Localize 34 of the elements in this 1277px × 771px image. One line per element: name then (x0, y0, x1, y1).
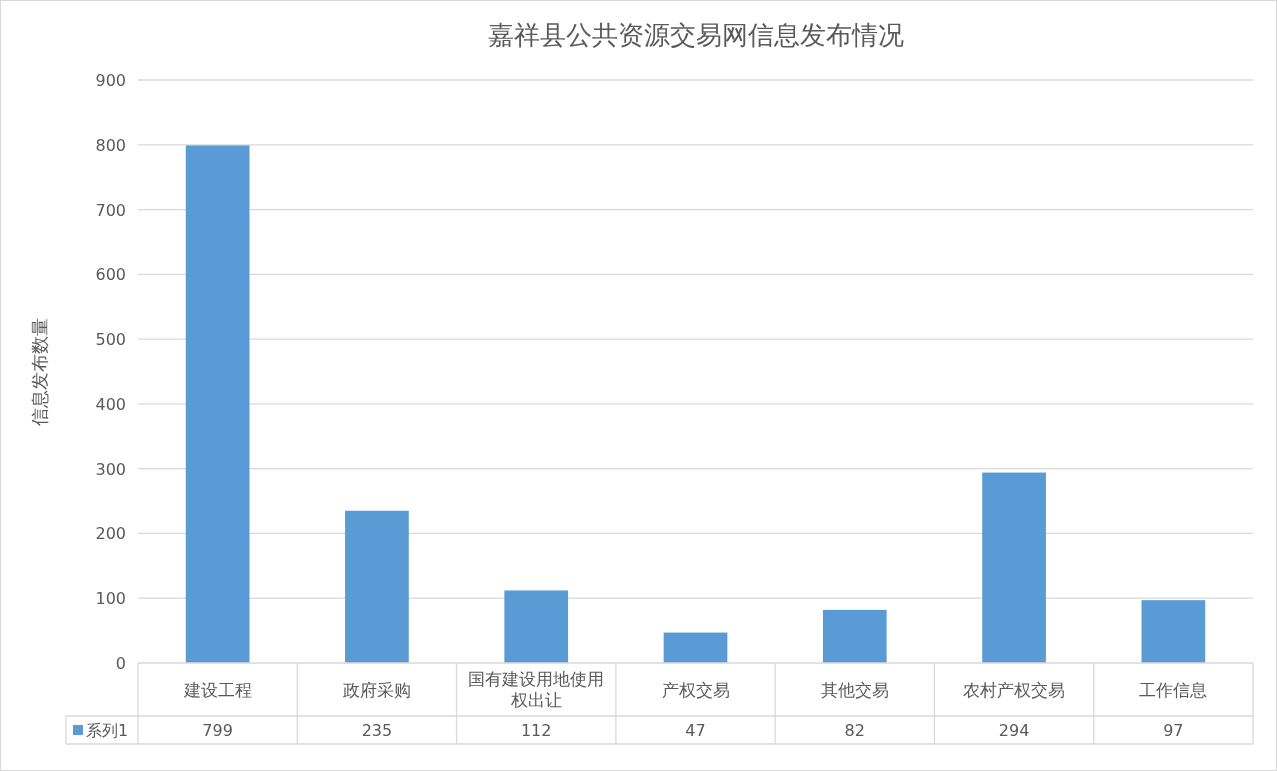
data-label: 82 (844, 721, 865, 740)
x-tick-label: 其他交易 (820, 679, 889, 700)
data-label: 97 (1163, 721, 1184, 740)
x-tick-label: 国有建设用地使用权出让 (468, 669, 605, 710)
y-tick-label: 700 (95, 200, 126, 220)
bar (345, 510, 409, 663)
y-tick-label: 400 (95, 394, 126, 414)
x-tick-label: 工作信息 (1139, 679, 1208, 700)
legend-label: 系列1 (86, 721, 129, 740)
x-tick-label: 政府采购 (342, 679, 411, 700)
bar (822, 609, 887, 663)
bar (185, 145, 250, 663)
data-label: 235 (361, 721, 393, 740)
y-tick-label: 100 (95, 589, 126, 609)
x-tick-label: 农村产权交易 (963, 679, 1066, 700)
chart-title: 嘉祥县公共资源交易网信息发布情况 (487, 20, 904, 50)
bar (1141, 600, 1206, 663)
data-label: 112 (520, 721, 552, 740)
y-tick-label: 800 (95, 135, 126, 155)
bar (663, 632, 728, 663)
y-tick-label: 600 (95, 265, 126, 285)
bar (982, 472, 1046, 663)
y-tick-label: 200 (95, 524, 126, 544)
y-tick-label: 500 (95, 330, 126, 350)
data-label: 294 (998, 721, 1030, 740)
data-label: 47 (685, 721, 706, 740)
y-tick-label: 900 (95, 71, 126, 90)
y-tick-label: 300 (95, 459, 126, 479)
data-label: 799 (202, 721, 233, 740)
x-tick-label: 建设工程 (182, 679, 252, 700)
bar (504, 590, 569, 663)
y-tick-label: 0 (115, 654, 126, 673)
x-tick-label: 产权交易 (661, 679, 730, 700)
y-axis-title: 信息发布数量 (29, 318, 50, 426)
